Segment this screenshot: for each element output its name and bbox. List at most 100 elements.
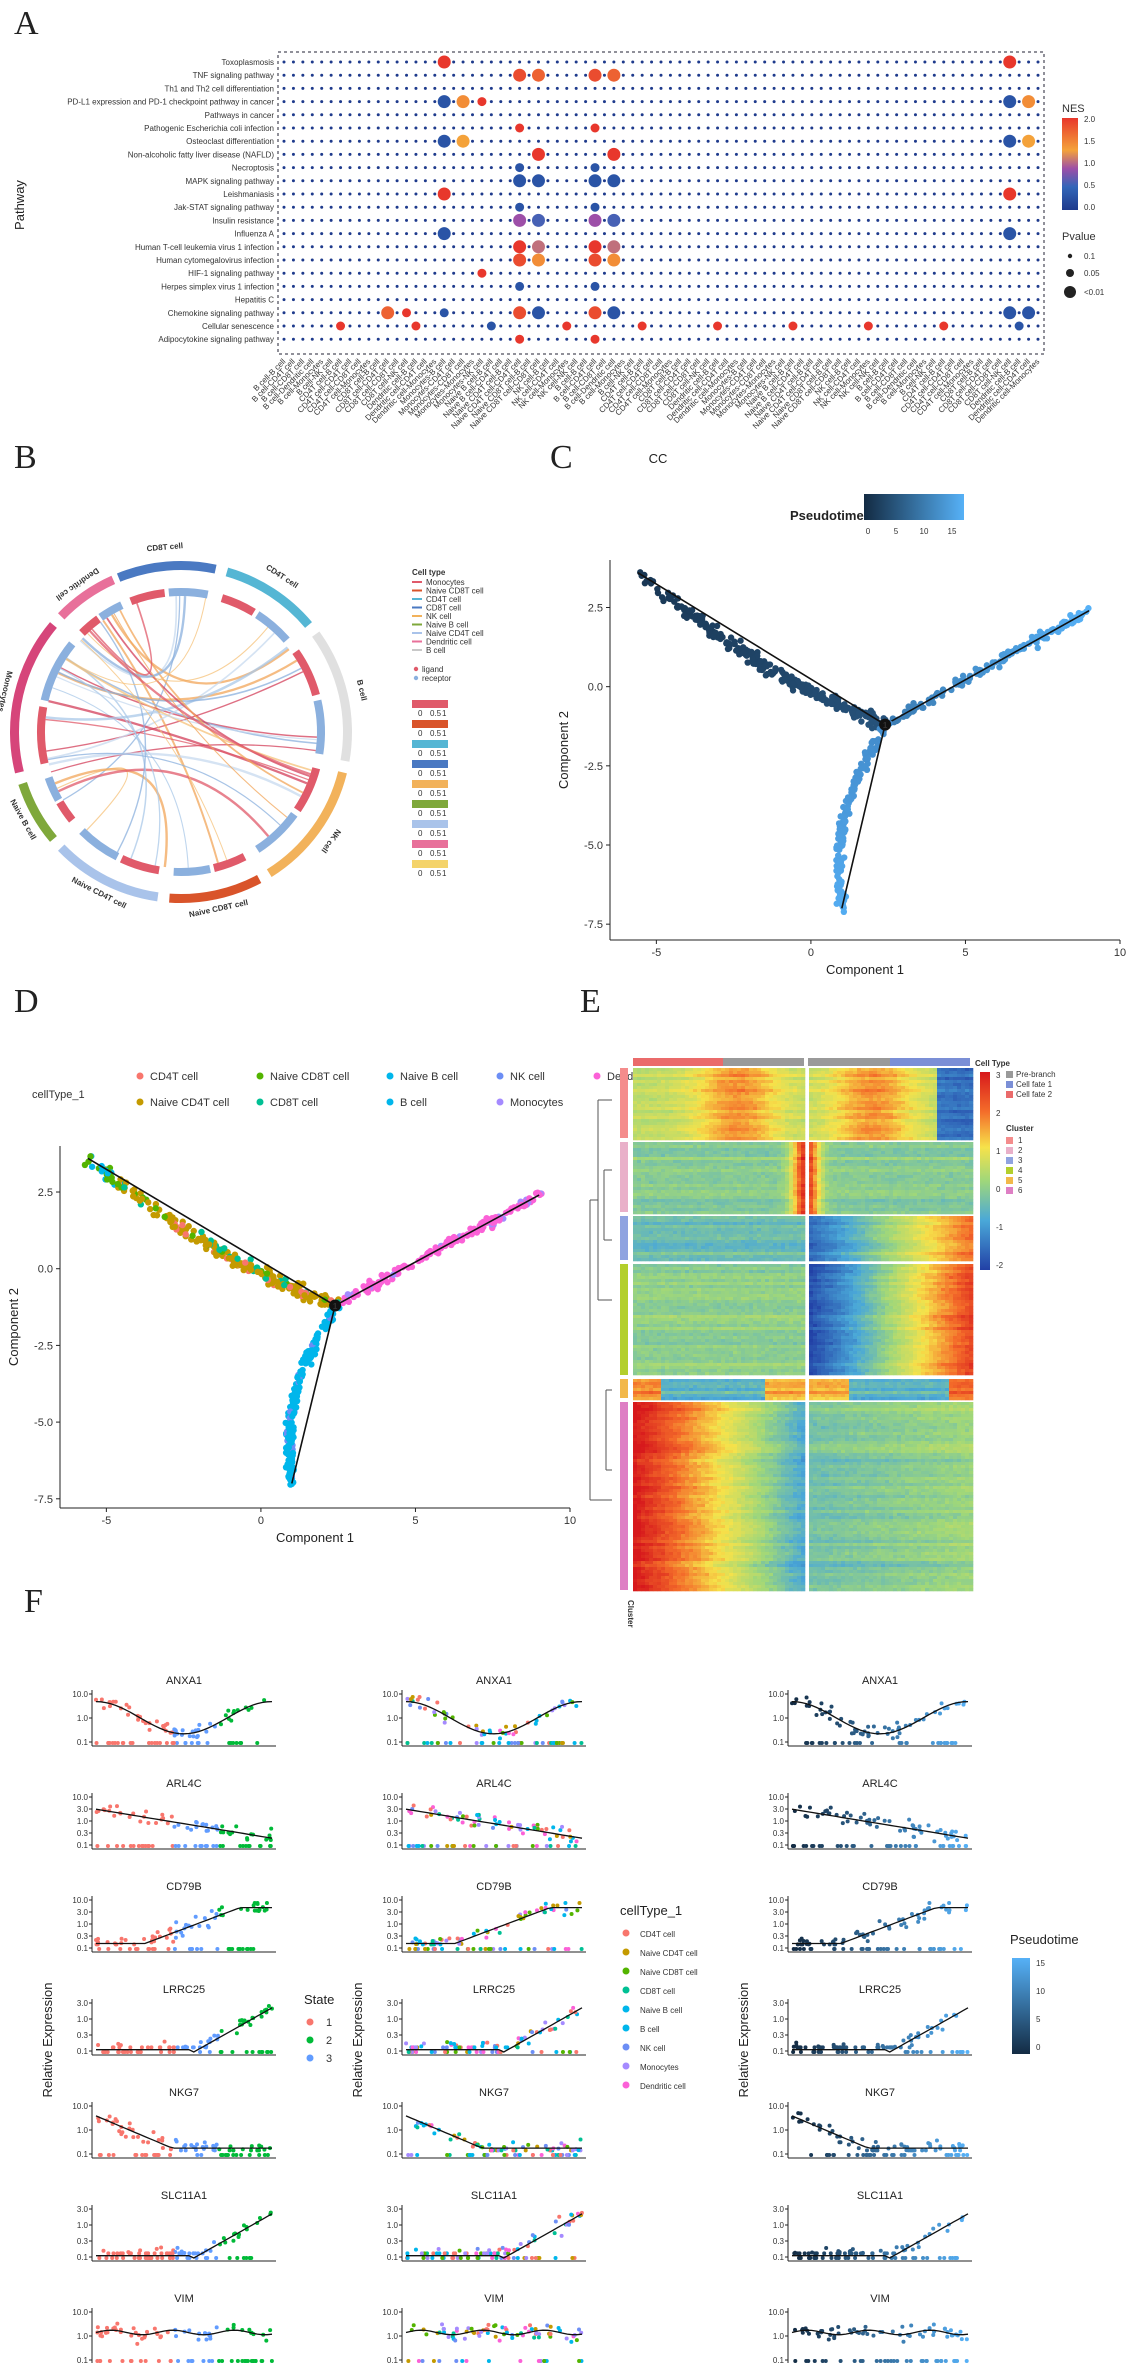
bg-dot bbox=[396, 311, 399, 314]
bg-dot bbox=[933, 153, 936, 156]
bg-dot bbox=[820, 232, 823, 235]
bg-dot bbox=[499, 140, 502, 143]
bg-dot bbox=[650, 100, 653, 103]
bg-dot bbox=[584, 153, 587, 156]
bg-dot bbox=[377, 166, 380, 169]
bg-dot bbox=[348, 74, 351, 77]
bg-dot bbox=[565, 311, 568, 314]
bg-dot bbox=[678, 179, 681, 182]
bg-dot bbox=[546, 87, 549, 90]
bg-dot bbox=[575, 259, 578, 262]
bg-dot bbox=[744, 74, 747, 77]
bg-dot bbox=[348, 166, 351, 169]
chord-role-label: receptor bbox=[422, 674, 452, 683]
cell-point bbox=[740, 650, 746, 656]
bg-dot bbox=[603, 74, 606, 77]
bg-dot bbox=[961, 113, 964, 116]
bg-dot bbox=[867, 206, 870, 209]
bg-dot bbox=[735, 272, 738, 275]
bg-dot bbox=[556, 298, 559, 301]
bg-dot bbox=[518, 87, 521, 90]
bg-dot bbox=[697, 245, 700, 248]
bg-dot bbox=[839, 179, 842, 182]
bg-dot bbox=[697, 311, 700, 314]
bg-dot bbox=[829, 127, 832, 130]
pathway-label: Non-alcoholic fatty liver disease (NAFLD… bbox=[128, 150, 275, 159]
bg-dot bbox=[942, 311, 945, 314]
bg-dot bbox=[292, 311, 295, 314]
bg-dot bbox=[669, 298, 672, 301]
nes-dot bbox=[515, 163, 524, 172]
bg-dot bbox=[405, 153, 408, 156]
bg-dot bbox=[565, 87, 568, 90]
celltype-legend-label: Naive CD8T cell bbox=[270, 1071, 349, 1083]
bg-dot bbox=[735, 259, 738, 262]
bg-dot bbox=[942, 219, 945, 222]
bg-dot bbox=[565, 338, 568, 341]
y-axis-title: Component 2 bbox=[6, 1288, 21, 1366]
bg-dot bbox=[537, 127, 540, 130]
bg-dot bbox=[697, 113, 700, 116]
bg-dot bbox=[499, 272, 502, 275]
bg-dot bbox=[320, 153, 323, 156]
bg-dot bbox=[707, 193, 710, 196]
bg-dot bbox=[358, 272, 361, 275]
bg-dot bbox=[631, 245, 634, 248]
y-tick-label: 0.0 bbox=[38, 1264, 53, 1276]
bg-dot bbox=[556, 153, 559, 156]
pseudotime-tick: 10 bbox=[920, 527, 929, 536]
bg-dot bbox=[886, 193, 889, 196]
bg-dot bbox=[848, 74, 851, 77]
bg-dot bbox=[339, 272, 342, 275]
cell-point bbox=[147, 1206, 153, 1212]
bg-dot bbox=[622, 179, 625, 182]
bg-dot bbox=[697, 127, 700, 130]
bg-dot bbox=[857, 219, 860, 222]
bg-dot bbox=[754, 311, 757, 314]
nes-dot bbox=[713, 322, 722, 331]
panel-a-plot-frame bbox=[278, 52, 1044, 354]
bg-dot bbox=[933, 87, 936, 90]
bg-dot bbox=[867, 193, 870, 196]
bg-dot bbox=[1037, 100, 1040, 103]
bg-dot bbox=[546, 272, 549, 275]
bg-dot bbox=[396, 153, 399, 156]
bg-dot bbox=[348, 179, 351, 182]
nes-dot bbox=[1003, 306, 1016, 319]
bg-dot bbox=[612, 338, 615, 341]
bg-dot bbox=[292, 166, 295, 169]
bg-dot bbox=[594, 153, 597, 156]
bg-dot bbox=[528, 206, 531, 209]
bg-dot bbox=[1018, 127, 1021, 130]
bg-dot bbox=[367, 61, 370, 64]
bg-dot bbox=[358, 285, 361, 288]
bg-dot bbox=[820, 272, 823, 275]
bg-dot bbox=[725, 232, 728, 235]
panel-c-trajectory-pseudotime: Pseudotime 0 5 10 15 -5 0 5 102.50.0-2.5-5.0-7… bbox=[556, 494, 1126, 977]
bg-dot bbox=[414, 285, 417, 288]
bg-dot bbox=[857, 153, 860, 156]
bg-dot bbox=[424, 298, 427, 301]
bg-dot bbox=[301, 127, 304, 130]
panel-a-xlabel: CC bbox=[649, 451, 668, 466]
bg-dot bbox=[952, 338, 955, 341]
bg-dot bbox=[292, 245, 295, 248]
bg-dot bbox=[923, 74, 926, 77]
bg-dot bbox=[301, 285, 304, 288]
bg-dot bbox=[763, 113, 766, 116]
bg-dot bbox=[923, 100, 926, 103]
bg-dot bbox=[961, 153, 964, 156]
bg-dot bbox=[339, 166, 342, 169]
nes-dot bbox=[562, 322, 571, 331]
bg-dot bbox=[839, 219, 842, 222]
bg-dot bbox=[952, 100, 955, 103]
bg-dot bbox=[895, 127, 898, 130]
cell-point bbox=[750, 656, 756, 662]
cell-point bbox=[726, 645, 732, 651]
bg-dot bbox=[358, 127, 361, 130]
bg-dot bbox=[773, 166, 776, 169]
bg-dot bbox=[961, 193, 964, 196]
bg-dot bbox=[961, 127, 964, 130]
bg-dot bbox=[339, 140, 342, 143]
bg-dot bbox=[697, 272, 700, 275]
